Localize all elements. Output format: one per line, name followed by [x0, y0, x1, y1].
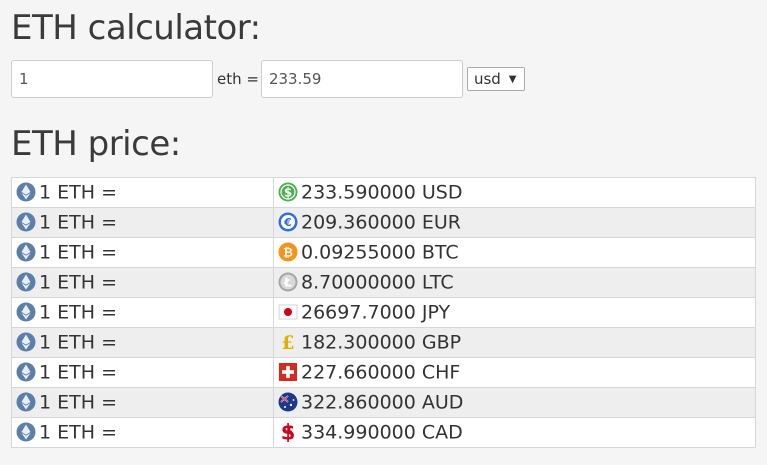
converted-price-cell: Ł 8.70000000 LTC [273, 267, 756, 298]
converted-price-cell: ₿ 0.09255000 BTC [273, 237, 756, 268]
converted-price-cell: 227.660000 CHF [273, 357, 756, 388]
eth-amount-label: 1 ETH = [39, 361, 117, 384]
converted-price-value: 227.660000 CHF [301, 361, 461, 384]
eth-amount-cell: 1 ETH = [11, 417, 274, 448]
eth-amount-cell: 1 ETH = [11, 387, 274, 418]
dollar-coin-icon: $ [278, 181, 301, 203]
converted-price-cell: £182.300000 GBP [273, 327, 756, 358]
table-row: 1 ETH = $ ♣ 334.990000 CAD [11, 417, 756, 448]
svg-text:$: $ [281, 422, 296, 442]
eth-amount-label: 1 ETH = [39, 271, 117, 294]
pound-icon: £ [278, 331, 301, 353]
eth-amount-label: 1 ETH = [39, 301, 117, 324]
table-row: 1 ETH = ₿ 0.09255000 BTC [11, 237, 756, 268]
eth-amount-label: 1 ETH = [39, 181, 117, 204]
eth-amount-label: 1 ETH = [39, 331, 117, 354]
litecoin-icon: Ł [278, 271, 301, 293]
eth-amount-label: 1 ETH = [39, 241, 117, 264]
eth-amount-cell: 1 ETH = [11, 297, 274, 328]
converted-price-value: 322.860000 AUD [301, 391, 464, 414]
eth-amount-cell: 1 ETH = [11, 327, 274, 358]
svg-text:₿: ₿ [283, 246, 293, 260]
canadian-dollar-icon: $ ♣ [278, 421, 301, 443]
converted-price-value: 0.09255000 BTC [301, 241, 459, 264]
chevron-down-icon: ▼ [508, 73, 517, 85]
converted-price-value: 26697.7000 JPY [301, 301, 451, 324]
converted-price-value: 182.300000 GBP [301, 331, 462, 354]
eth-amount-cell: 1 ETH = [11, 177, 274, 208]
table-row: 1 ETH = 227.660000 CHF [11, 357, 756, 388]
price-table: 1 ETH = $233.590000 USD 1 ETH = €209.360000… [11, 177, 756, 448]
table-row: 1 ETH = 322.860000 AUD [11, 387, 756, 418]
converted-price-value: 334.990000 CAD [301, 421, 463, 444]
ethereum-icon [16, 271, 39, 293]
eth-amount-input[interactable] [11, 60, 213, 98]
svg-text:♣: ♣ [285, 427, 293, 437]
ethereum-icon [16, 331, 39, 353]
currency-select-value: usd [473, 70, 501, 88]
ethereum-icon [16, 211, 39, 233]
converted-price-value: 233.590000 USD [301, 181, 463, 204]
svg-text:$: $ [284, 186, 292, 200]
eth-equals-label: eth = [217, 70, 259, 88]
ethereum-icon [16, 361, 39, 383]
bitcoin-icon: ₿ [278, 241, 301, 263]
converted-price-value: 209.360000 EUR [301, 211, 461, 234]
eth-amount-label: 1 ETH = [39, 211, 117, 234]
eth-amount-label: 1 ETH = [39, 421, 117, 444]
svg-text:Ł: Ł [283, 276, 292, 290]
japan-flag-icon [278, 301, 301, 323]
ethereum-icon [16, 421, 39, 443]
table-row: 1 ETH = $233.590000 USD [11, 177, 756, 208]
converted-price-cell: €209.360000 EUR [273, 207, 756, 238]
table-row: 1 ETH = Ł 8.70000000 LTC [11, 267, 756, 298]
ethereum-icon [16, 241, 39, 263]
converted-value-input[interactable] [260, 60, 463, 98]
eth-amount-cell: 1 ETH = [11, 357, 274, 388]
converted-price-cell: $233.590000 USD [273, 177, 756, 208]
currency-select[interactable]: usd ▼ [466, 67, 525, 91]
svg-text:£: £ [281, 332, 294, 352]
svg-text:€: € [283, 216, 292, 229]
calculator-form: eth = usd ▼ [11, 59, 525, 99]
euro-coin-icon: € [278, 211, 301, 233]
ethereum-icon [16, 181, 39, 203]
price-title: ETH price: [11, 124, 181, 164]
converted-price-cell: $ ♣ 334.990000 CAD [273, 417, 756, 448]
swiss-flag-icon [278, 361, 301, 383]
converted-price-value: 8.70000000 LTC [301, 271, 454, 294]
table-row: 1 ETH = €209.360000 EUR [11, 207, 756, 238]
eth-amount-label: 1 ETH = [39, 391, 117, 414]
converted-price-cell: 26697.7000 JPY [273, 297, 756, 328]
calculator-title: ETH calculator: [11, 8, 261, 48]
table-row: 1 ETH = 26697.7000 JPY [11, 297, 756, 328]
ethereum-icon [16, 391, 39, 413]
eth-amount-cell: 1 ETH = [11, 207, 274, 238]
ethereum-icon [16, 301, 39, 323]
australia-flag-icon [278, 391, 301, 413]
table-row: 1 ETH = £182.300000 GBP [11, 327, 756, 358]
converted-price-cell: 322.860000 AUD [273, 387, 756, 418]
eth-amount-cell: 1 ETH = [11, 267, 274, 298]
eth-amount-cell: 1 ETH = [11, 237, 274, 268]
